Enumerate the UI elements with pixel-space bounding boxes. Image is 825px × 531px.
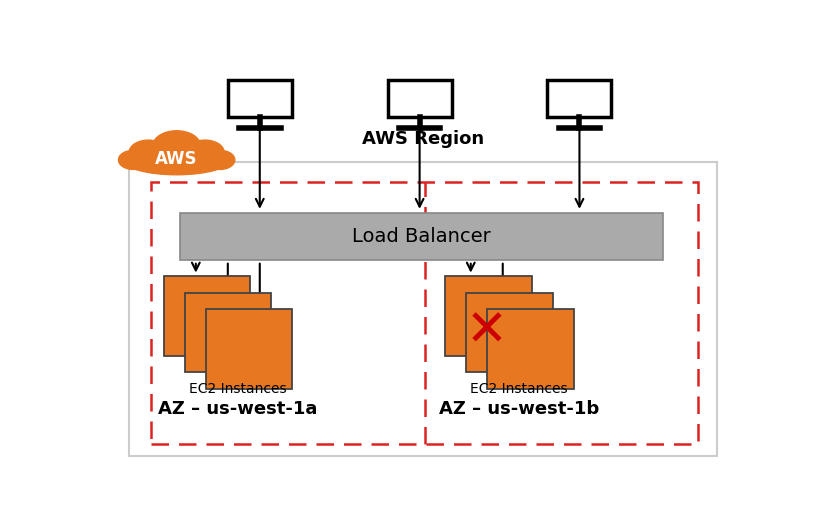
Text: EC2 Instances: EC2 Instances <box>470 382 568 396</box>
Bar <box>488 309 573 389</box>
Text: AZ – us-west-1b: AZ – us-west-1b <box>439 400 599 418</box>
Circle shape <box>119 150 148 169</box>
Bar <box>206 309 292 389</box>
Bar <box>228 80 292 117</box>
Bar <box>446 276 531 356</box>
Bar <box>466 293 553 372</box>
Bar <box>180 213 662 260</box>
Bar <box>151 182 698 444</box>
Bar <box>388 80 451 117</box>
Text: ✕: ✕ <box>466 307 507 356</box>
Circle shape <box>186 140 224 165</box>
Circle shape <box>129 140 167 165</box>
Text: AZ – us-west-1a: AZ – us-west-1a <box>158 400 317 418</box>
Bar <box>548 80 611 117</box>
Text: Load Balancer: Load Balancer <box>351 227 491 246</box>
Text: AWS: AWS <box>155 150 198 168</box>
Ellipse shape <box>124 145 230 175</box>
Circle shape <box>205 150 235 169</box>
Bar <box>129 162 717 456</box>
Bar <box>164 276 250 356</box>
Bar <box>185 293 271 372</box>
Text: AWS Region: AWS Region <box>361 131 484 148</box>
Circle shape <box>153 131 200 161</box>
Text: EC2 Instances: EC2 Instances <box>189 382 286 396</box>
